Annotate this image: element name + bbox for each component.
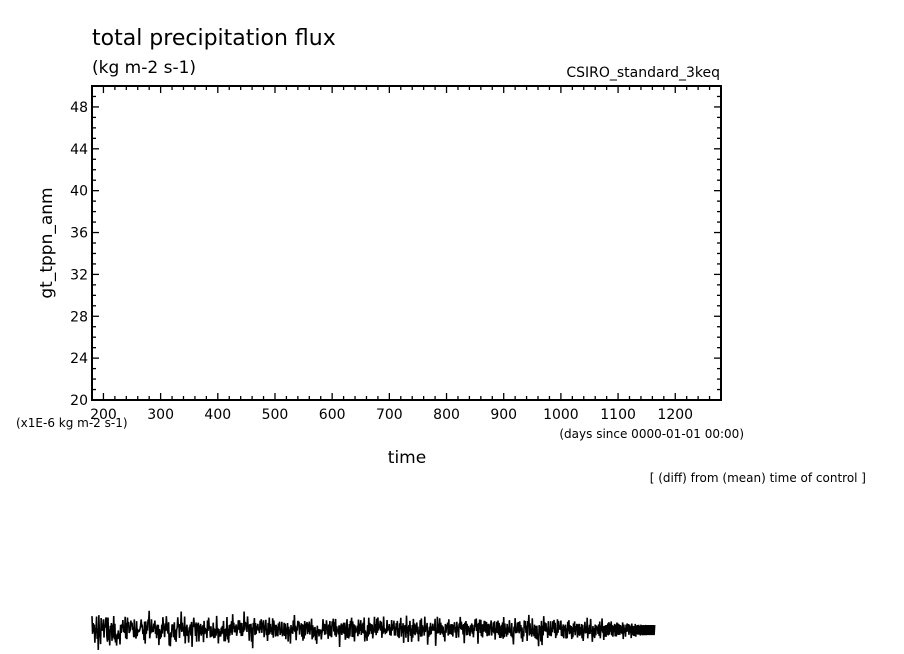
y-tick-label: 36 — [70, 226, 88, 242]
x-tick-label: 500 — [262, 407, 289, 423]
x-unit-note: (days since 0000-01-01 00:00) — [559, 427, 744, 441]
series-line — [91, 610, 656, 650]
x-axis: 200 300 400 500 600 700 800 900 1000 1100 1200 — [90, 86, 722, 423]
x-tick-label: 900 — [490, 407, 517, 423]
x-tick-label: 400 — [204, 407, 231, 423]
y-tick-label: 28 — [70, 309, 88, 325]
x-tick-label: 1000 — [543, 407, 579, 423]
x-tick-label: 600 — [319, 407, 346, 423]
y-tick-label: 24 — [70, 351, 88, 367]
x-tick-label: 200 — [90, 407, 117, 423]
x-tick-label: 300 — [147, 407, 174, 423]
x-tick-label: 800 — [433, 407, 460, 423]
y-tick-label: 48 — [70, 100, 88, 116]
y-unit-note: (x1E-6 kg m-2 s-1) — [16, 416, 128, 430]
x-tick-label: 700 — [376, 407, 403, 423]
y-tick-label: 20 — [70, 393, 88, 409]
y-tick-label: 40 — [70, 184, 88, 200]
x-axis-label: time — [388, 448, 426, 468]
y-tick-label: 44 — [70, 142, 88, 158]
chart-title: total precipitation flux — [92, 26, 336, 51]
x-tick-label: 1100 — [600, 407, 636, 423]
chart-units: (kg m-2 s-1) — [92, 58, 196, 78]
plot-frame — [91, 85, 722, 401]
footer-note: [ (diff) from (mean) time of control ] — [650, 471, 866, 485]
x-tick-label: 1200 — [657, 407, 693, 423]
y-axis: 20 24 28 32 36 40 44 48 — [70, 85, 721, 409]
y-tick-label: 32 — [70, 267, 88, 283]
dataset-label: CSIRO_standard_3keq — [566, 65, 720, 81]
y-axis-label: gt_tppn_anm — [37, 187, 57, 298]
